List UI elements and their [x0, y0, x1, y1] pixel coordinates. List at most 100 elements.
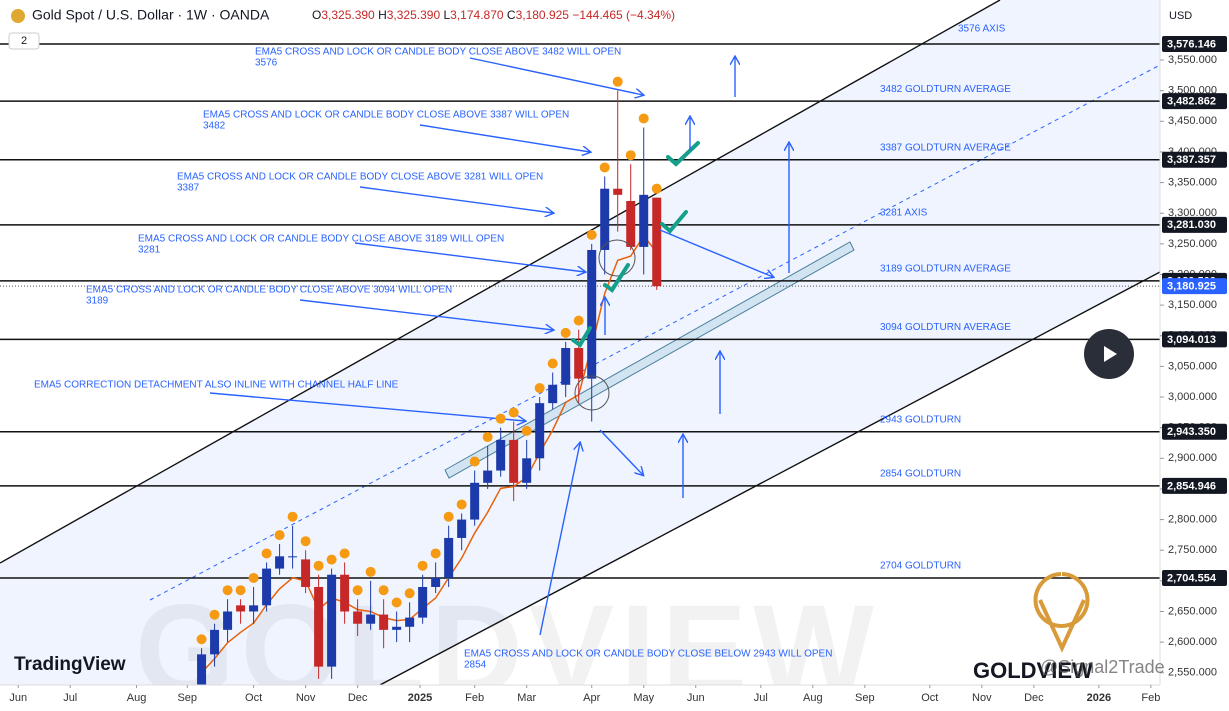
ohlc-key: C [507, 8, 516, 22]
signal-dot [573, 315, 584, 326]
candle-body [535, 403, 545, 459]
y-tick-label: 3,050.000 [1168, 360, 1217, 372]
symbol-icon [11, 9, 25, 23]
x-tick-label: Feb [465, 692, 484, 704]
ohlc-key: O [312, 8, 321, 22]
candle-body [314, 586, 324, 667]
arrows [209, 57, 789, 636]
badge-count[interactable]: 2 [21, 35, 27, 47]
y-tick-label: 2,750.000 [1168, 544, 1217, 556]
x-tick-label: Aug [803, 692, 823, 704]
signal-dot [222, 585, 233, 596]
x-tick-label: Mar [517, 692, 536, 704]
play-icon[interactable] [1104, 346, 1117, 362]
annotation: EMA5 CROSS AND LOCK OR CANDLE BODY CLOSE… [203, 110, 569, 121]
x-tick-label: Nov [972, 692, 992, 704]
signal-dot [443, 511, 454, 522]
level-label: 3482 GOLDTURN AVERAGE [880, 84, 1011, 95]
signal-dot [313, 560, 324, 571]
candle-body [548, 384, 558, 404]
price-box [1162, 93, 1227, 110]
signal-dot [599, 162, 610, 173]
y-tick-label: 3,150.000 [1168, 299, 1217, 311]
candle-body [262, 568, 272, 606]
candle-body [327, 574, 337, 667]
price-box-label: 2,943.350 [1167, 426, 1216, 438]
candle-body [561, 348, 571, 385]
signal-dot [521, 425, 532, 436]
x-tick-label: Aug [127, 692, 147, 704]
signal-dot [261, 548, 272, 559]
signal-dot [651, 183, 662, 194]
price-box [1162, 151, 1227, 168]
overlay: EMA5 CROSS AND LOCK OR CANDLE BODY CLOSE… [34, 47, 1090, 671]
annotation: EMA5 CROSS AND LOCK OR CANDLE BODY CLOSE… [138, 234, 504, 245]
currency-box[interactable] [1163, 4, 1223, 28]
y-tick-label: 2,900.000 [1168, 452, 1217, 464]
y-tick-label: 2,550.000 [1168, 667, 1217, 679]
signal-dot [456, 499, 467, 510]
x-tick-label: Oct [245, 692, 262, 704]
candle-body [366, 614, 376, 624]
half-line-band [444, 241, 855, 479]
price-box [1162, 570, 1227, 587]
candle-body [288, 556, 298, 558]
signal-dot [417, 560, 428, 571]
x-tick-label: Dec [348, 692, 368, 704]
level-label: 3576 AXIS [958, 24, 1006, 35]
candle-body [301, 559, 311, 587]
signal-dot [352, 585, 363, 596]
candle-body [639, 194, 649, 247]
signal-dot [300, 536, 311, 547]
candle-body [379, 614, 389, 630]
price-box [1162, 36, 1227, 53]
signal-dot [391, 597, 402, 608]
x-axis-bg [0, 685, 1229, 711]
candle-body [652, 197, 662, 287]
price-box-label: 3,281.030 [1167, 219, 1216, 231]
level-label: 3387 GOLDTURN AVERAGE [880, 142, 1011, 153]
price-box-label: 2,704.554 [1167, 572, 1217, 584]
x-tick-label: Jul [63, 692, 77, 704]
candle-body [197, 654, 207, 698]
ohlc-key: H [378, 8, 387, 22]
handle: @Signal2Trade [1040, 657, 1165, 677]
signal-dot [508, 407, 519, 418]
signal-dot [534, 383, 545, 394]
ohlc: O3,325.390 H3,325.390 L3,174.870 C3,180.… [312, 8, 675, 22]
annotation: 2854 [464, 660, 487, 671]
signal-dot [196, 634, 207, 645]
ohlc-key: L [443, 8, 450, 22]
signal-dot [365, 566, 376, 577]
price-box-label: 3,482.862 [1167, 96, 1216, 108]
candle-body [587, 249, 597, 379]
level-label: 2704 GOLDTURN [880, 561, 961, 572]
annotation: 3387 [177, 183, 200, 194]
candle-body [405, 617, 415, 627]
signal-dot [638, 113, 649, 124]
candle-body [236, 605, 246, 612]
ohlc-value: 3,325.390 [387, 8, 441, 22]
candle-body [210, 629, 220, 655]
highlight-circle [574, 375, 610, 411]
annotation: 3281 [138, 245, 161, 256]
x-tick-label: May [633, 692, 654, 704]
candle-body [496, 439, 506, 471]
badge[interactable] [8, 32, 40, 50]
level-label: 3281 AXIS [880, 207, 928, 218]
candle-body [340, 574, 350, 612]
x-tick-label: Feb [1141, 692, 1160, 704]
highlight-circle [598, 239, 636, 277]
signal-dot [430, 548, 441, 559]
header: Gold Spot / U.S. Dollar · 1W · OANDA O3,… [8, 4, 1223, 683]
candle-body [353, 611, 363, 624]
ohlc-value: 3,174.870 [450, 8, 504, 22]
annotation: EMA5 CORRECTION DETACHMENT ALSO INLINE W… [34, 380, 399, 391]
candle-body [249, 605, 259, 612]
signal-dot [378, 585, 389, 596]
signal-dot [612, 76, 623, 87]
annotation: EMA5 CROSS AND LOCK OR CANDLE BODY CLOSE… [464, 649, 832, 660]
level-label: 3189 GOLDTURN AVERAGE [880, 264, 1011, 275]
y-tick-label: 3,250.000 [1168, 238, 1217, 250]
currency[interactable]: USD [1169, 10, 1192, 22]
